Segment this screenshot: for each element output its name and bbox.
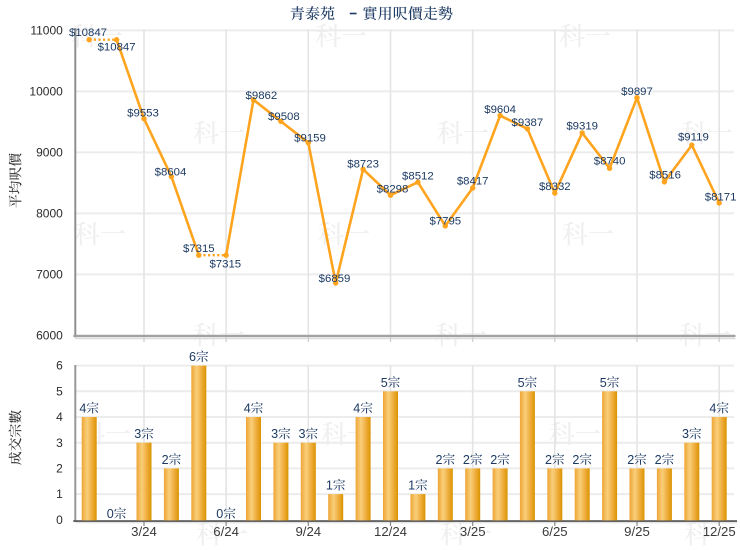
svg-text:$9862: $9862: [246, 90, 278, 102]
svg-text:2: 2: [627, 453, 634, 467]
svg-text:3: 3: [299, 427, 306, 441]
svg-text:$7795: $7795: [429, 216, 461, 228]
svg-text:5: 5: [381, 376, 388, 390]
svg-text:$8604: $8604: [155, 167, 187, 179]
svg-text:11000: 11000: [30, 24, 63, 38]
svg-text:4: 4: [79, 402, 86, 416]
svg-text:$7315: $7315: [183, 243, 215, 255]
svg-text:2: 2: [436, 453, 443, 467]
svg-text:$8723: $8723: [347, 159, 379, 171]
svg-text:5: 5: [518, 376, 525, 390]
svg-text:$8171: $8171: [705, 192, 737, 204]
svg-text:2: 2: [162, 453, 169, 467]
svg-text:6000: 6000: [36, 329, 63, 343]
svg-text:6: 6: [56, 359, 63, 373]
svg-text:2: 2: [572, 453, 579, 467]
svg-text:$9553: $9553: [127, 108, 159, 120]
svg-text:10000: 10000: [29, 85, 63, 99]
svg-text:4: 4: [56, 410, 63, 424]
svg-text:$8417: $8417: [457, 176, 489, 188]
svg-text:1: 1: [56, 487, 63, 501]
svg-text:4: 4: [709, 402, 716, 416]
svg-text:$8332: $8332: [539, 181, 571, 193]
svg-text:$9119: $9119: [678, 132, 709, 144]
svg-text:1: 1: [408, 479, 415, 493]
svg-text:0: 0: [216, 507, 223, 521]
svg-text:3/24: 3/24: [131, 524, 157, 539]
svg-text:9/25: 9/25: [624, 524, 650, 539]
svg-text:9000: 9000: [36, 146, 63, 160]
svg-text:2: 2: [56, 462, 63, 476]
svg-text:0: 0: [56, 513, 63, 527]
svg-text:3: 3: [271, 427, 278, 441]
svg-text:7000: 7000: [36, 268, 63, 282]
svg-text:$9604: $9604: [484, 104, 516, 116]
svg-text:4: 4: [353, 402, 360, 416]
svg-text:9/24: 9/24: [295, 524, 321, 539]
svg-text:2: 2: [655, 453, 662, 467]
svg-text:$7315: $7315: [209, 259, 241, 271]
svg-text:6/25: 6/25: [542, 524, 568, 539]
svg-text:$8298: $8298: [377, 184, 409, 196]
svg-text:$8740: $8740: [594, 156, 626, 168]
svg-text:$8516: $8516: [649, 170, 681, 182]
svg-text:12/24: 12/24: [374, 524, 407, 539]
svg-text:3: 3: [56, 436, 63, 450]
svg-text:$8512: $8512: [402, 171, 434, 183]
svg-text:5: 5: [56, 384, 63, 398]
svg-text:12/25: 12/25: [703, 524, 736, 539]
svg-text:6: 6: [189, 350, 196, 364]
svg-text:$10847: $10847: [98, 42, 136, 54]
svg-text:6/24: 6/24: [213, 524, 239, 539]
svg-text:3: 3: [134, 427, 141, 441]
svg-text:$9387: $9387: [512, 117, 544, 129]
svg-text:2: 2: [490, 453, 497, 467]
svg-text:$9159: $9159: [294, 133, 326, 145]
svg-text:3/25: 3/25: [460, 524, 486, 539]
svg-text:$9897: $9897: [621, 86, 653, 98]
svg-text:$10847: $10847: [69, 27, 107, 39]
svg-text:8000: 8000: [36, 207, 63, 221]
svg-text:4: 4: [244, 402, 251, 416]
svg-text:5: 5: [600, 376, 607, 390]
svg-text:$9319: $9319: [566, 121, 598, 133]
svg-text:$6859: $6859: [319, 273, 351, 285]
svg-text:1: 1: [326, 479, 333, 493]
svg-text:3: 3: [682, 427, 689, 441]
svg-text:2: 2: [545, 453, 552, 467]
svg-text:0: 0: [107, 507, 114, 521]
svg-text:$9508: $9508: [268, 111, 300, 123]
svg-text:2: 2: [463, 453, 470, 467]
